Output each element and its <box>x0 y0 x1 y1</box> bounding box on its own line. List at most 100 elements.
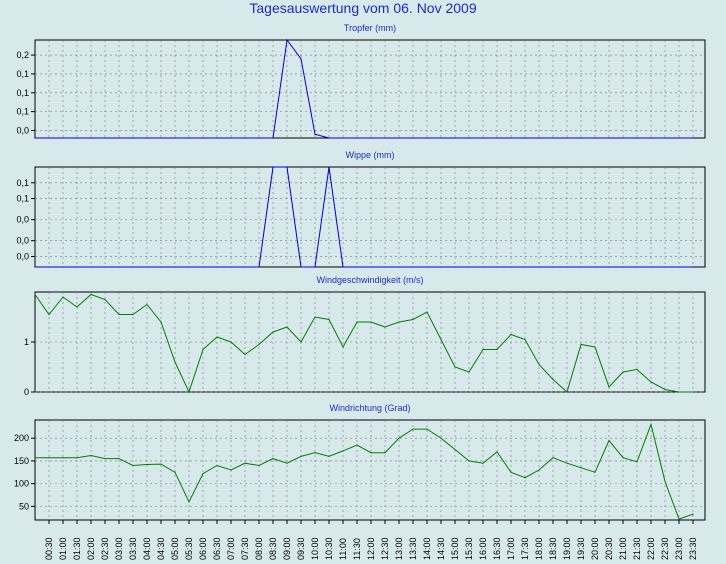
x-tick-label: 11:00 <box>338 538 348 560</box>
data-point <box>244 353 246 356</box>
x-tick-label: 11:30 <box>352 538 362 560</box>
data-point <box>440 266 442 268</box>
data-point <box>370 452 372 454</box>
x-tick-label: 18:00 <box>534 537 544 560</box>
y-tick-label: 1 <box>24 337 29 347</box>
data-point <box>76 137 78 139</box>
data-point <box>468 371 470 373</box>
data-point <box>594 137 596 139</box>
data-point <box>90 266 92 268</box>
data-point <box>384 452 386 454</box>
data-point <box>426 266 428 268</box>
data-point <box>496 266 498 268</box>
data-point <box>202 266 204 268</box>
x-tick-label: 00:30 <box>44 537 54 560</box>
plot-frame <box>34 166 706 268</box>
data-point <box>90 293 92 296</box>
data-point <box>356 444 358 446</box>
y-tick-label: 50 <box>19 501 29 511</box>
data-point <box>356 137 358 139</box>
x-tick-label: 12:00 <box>366 537 376 560</box>
data-point <box>524 338 526 341</box>
x-tick-label: 15:00 <box>450 537 460 560</box>
data-point <box>510 137 512 139</box>
data-point <box>188 501 190 503</box>
panel-title: Tropfer (mm) <box>344 23 396 33</box>
data-point <box>34 293 36 296</box>
data-point <box>440 137 442 139</box>
data-point <box>342 266 344 268</box>
x-tick-label: 06:30 <box>212 537 222 560</box>
data-point <box>538 266 540 268</box>
data-point <box>496 348 498 351</box>
data-point <box>314 266 316 268</box>
data-point <box>482 462 484 464</box>
data-point <box>132 137 134 139</box>
data-point <box>258 137 260 139</box>
y-tick-label: 0,0 <box>16 236 29 246</box>
data-point <box>538 137 540 139</box>
data-point <box>496 137 498 139</box>
data-point <box>664 266 666 268</box>
data-point <box>230 266 232 268</box>
data-point <box>132 266 134 268</box>
data-point <box>440 338 442 341</box>
plot-frame <box>34 39 706 139</box>
data-point <box>104 458 106 460</box>
data-point <box>62 296 64 298</box>
data-point <box>146 463 148 466</box>
y-tick-label: 0,1 <box>16 194 29 204</box>
data-point <box>286 39 288 41</box>
data-point <box>510 266 512 268</box>
x-tick-label: 20:00 <box>590 537 600 560</box>
y-tick-label: 0,2 <box>16 50 29 60</box>
data-point <box>300 341 302 343</box>
data-point <box>622 457 624 459</box>
data-point <box>398 321 400 323</box>
data-point <box>286 462 288 464</box>
data-point <box>510 333 512 336</box>
data-point <box>244 137 246 139</box>
data-point <box>384 266 386 268</box>
data-point <box>272 166 274 168</box>
data-point <box>104 137 106 139</box>
data-point <box>678 518 680 520</box>
y-tick-label: 0 <box>24 387 29 397</box>
data-point <box>454 448 456 451</box>
data-point <box>580 137 582 139</box>
data-point <box>258 266 260 268</box>
x-tick-label: 02:30 <box>100 537 110 560</box>
data-point <box>692 391 694 393</box>
data-point <box>566 266 568 268</box>
data-point <box>328 318 330 321</box>
data-point <box>188 137 190 139</box>
x-tick-label: 10:30 <box>324 537 334 560</box>
data-point <box>398 266 400 268</box>
data-point <box>342 346 344 348</box>
data-point <box>650 137 652 139</box>
x-tick-label: 14:30 <box>436 537 446 560</box>
data-point <box>650 266 652 268</box>
data-point <box>216 336 218 338</box>
data-point <box>384 326 386 328</box>
data-point <box>664 137 666 139</box>
data-point <box>202 137 204 139</box>
data-point <box>118 266 120 268</box>
x-tick-label: 13:00 <box>394 537 404 560</box>
x-tick-label: 21:00 <box>618 537 628 560</box>
x-tick-label: 14:00 <box>422 537 432 560</box>
x-tick-label: 04:00 <box>142 537 152 560</box>
page-title: Tagesauswertung vom 06. Nov 2009 <box>249 0 477 16</box>
data-point <box>580 266 582 268</box>
data-point <box>566 462 568 464</box>
data-point <box>188 266 190 268</box>
x-tick-label: 20:30 <box>604 537 614 560</box>
data-point <box>146 303 148 306</box>
data-point <box>524 477 526 479</box>
data-point <box>146 137 148 139</box>
y-tick-label: 150 <box>14 456 29 466</box>
data-point <box>118 137 120 139</box>
data-point <box>356 266 358 268</box>
data-point <box>62 266 64 268</box>
data-point <box>174 137 176 139</box>
